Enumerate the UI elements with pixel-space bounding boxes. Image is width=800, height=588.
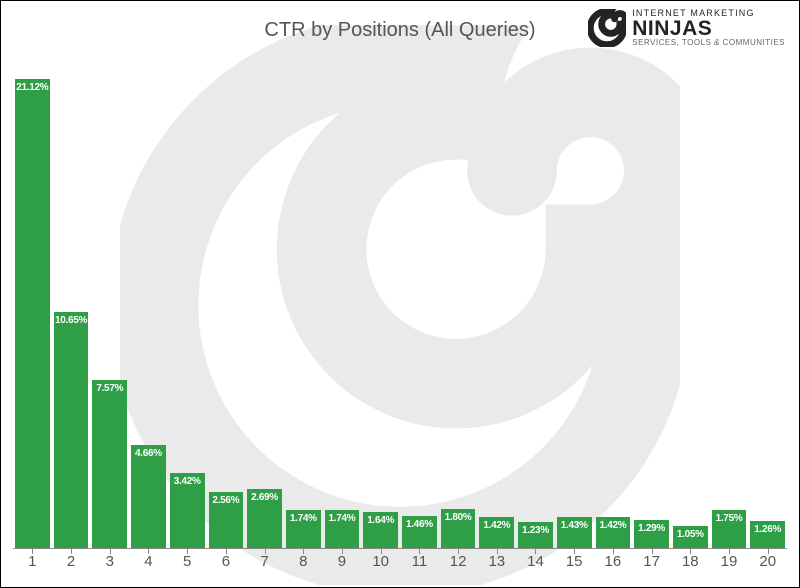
brand-logo: INTERNET MARKETING NINJAS SERVICES, TOOL… [588, 9, 785, 47]
bar-value-label: 1.42% [599, 520, 626, 531]
bar-series: 21.12% 10.65% 7.57% 4.66% 3.42% 2.56% 2.69% 1.7… [13, 59, 787, 549]
bar-slot: 1.05% [673, 59, 708, 549]
bar: 1.42% [596, 517, 631, 549]
bar-slot: 2.69% [247, 59, 282, 549]
bar-slot: 21.12% [15, 59, 50, 549]
bar-slot: 3.42% [170, 59, 205, 549]
bar-value-label: 1.46% [406, 519, 433, 530]
bar-value-label: 4.66% [135, 448, 162, 459]
bar: 1.75% [712, 510, 747, 549]
bar: 1.26% [750, 521, 785, 549]
bar-slot: 1.23% [518, 59, 553, 549]
bar-value-label: 1.42% [483, 520, 510, 531]
x-tick-label: 1 [15, 553, 50, 577]
bar-slot: 1.80% [441, 59, 476, 549]
bar-slot: 1.75% [712, 59, 747, 549]
bar: 4.66% [131, 445, 166, 549]
x-tick-label: 2 [54, 553, 89, 577]
bar-value-label: 1.29% [638, 523, 665, 534]
bar: 3.42% [170, 473, 205, 549]
bar: 1.23% [518, 522, 553, 549]
bar: 1.43% [557, 517, 592, 549]
bar-value-label: 1.26% [754, 524, 781, 535]
bar-value-label: 7.57% [96, 383, 123, 394]
x-tick-label: 15 [557, 553, 592, 577]
bar-value-label: 1.05% [677, 529, 704, 540]
bar: 1.05% [673, 526, 708, 549]
x-tick-label: 5 [170, 553, 205, 577]
ninja-spiral-icon [588, 9, 626, 47]
x-tick-label: 8 [286, 553, 321, 577]
bar: 1.80% [441, 509, 476, 549]
bar-slot: 1.43% [557, 59, 592, 549]
x-tick-label: 17 [634, 553, 669, 577]
bar-slot: 1.74% [325, 59, 360, 549]
bar-slot: 1.42% [596, 59, 631, 549]
bar: 1.29% [634, 520, 669, 549]
bar: 1.74% [325, 510, 360, 549]
bar: 7.57% [92, 380, 127, 549]
bar-slot: 1.64% [363, 59, 398, 549]
bar-value-label: 21.12% [16, 82, 48, 93]
bar-value-label: 2.56% [212, 495, 239, 506]
x-tick-label: 7 [247, 553, 282, 577]
bar: 1.46% [402, 516, 437, 549]
bar-slot: 1.74% [286, 59, 321, 549]
bar-value-label: 1.64% [367, 515, 394, 526]
bar-slot: 7.57% [92, 59, 127, 549]
x-tick-label: 4 [131, 553, 166, 577]
bar-slot: 1.26% [750, 59, 785, 549]
bar-slot: 2.56% [209, 59, 244, 549]
bar-slot: 1.46% [402, 59, 437, 549]
x-tick-label: 20 [750, 553, 785, 577]
bar-value-label: 1.74% [290, 513, 317, 524]
x-tick-label: 10 [363, 553, 398, 577]
plot-area: 21.12% 10.65% 7.57% 4.66% 3.42% 2.56% 2.69% 1.7… [13, 59, 787, 549]
bar-value-label: 10.65% [55, 315, 87, 326]
bar-value-label: 1.74% [329, 513, 356, 524]
bar-value-label: 1.43% [561, 520, 588, 531]
x-axis-labels: 1234567891011121314151617181920 [13, 553, 787, 577]
bar: 2.56% [209, 492, 244, 549]
x-tick-label: 13 [479, 553, 514, 577]
bar-slot: 1.42% [479, 59, 514, 549]
x-tick-label: 9 [325, 553, 360, 577]
bar-value-label: 1.80% [445, 512, 472, 523]
x-tick-label: 6 [209, 553, 244, 577]
x-tick-label: 19 [712, 553, 747, 577]
x-tick-label: 12 [441, 553, 476, 577]
x-tick-label: 14 [518, 553, 553, 577]
bar: 1.42% [479, 517, 514, 549]
bar-slot: 4.66% [131, 59, 166, 549]
logo-tagline-bottom: SERVICES, TOOLS & COMMUNITIES [632, 39, 785, 47]
chart-frame: CTR by Positions (All Queries) INTERNET … [0, 0, 800, 588]
bar-value-label: 1.75% [716, 513, 743, 524]
bar: 1.74% [286, 510, 321, 549]
x-axis-line [13, 548, 787, 549]
x-tick-label: 16 [596, 553, 631, 577]
bar-value-label: 3.42% [174, 476, 201, 487]
bar-slot: 1.29% [634, 59, 669, 549]
x-tick-label: 11 [402, 553, 437, 577]
bar: 2.69% [247, 489, 282, 549]
bar-value-label: 1.23% [522, 525, 549, 536]
x-tick-label: 18 [673, 553, 708, 577]
bar: 21.12% [15, 79, 50, 549]
x-tick-label: 3 [92, 553, 127, 577]
bar: 1.64% [363, 512, 398, 549]
bar-value-label: 2.69% [251, 492, 278, 503]
bar: 10.65% [54, 312, 89, 549]
bar-slot: 10.65% [54, 59, 89, 549]
logo-wordmark: NINJAS [632, 18, 785, 39]
